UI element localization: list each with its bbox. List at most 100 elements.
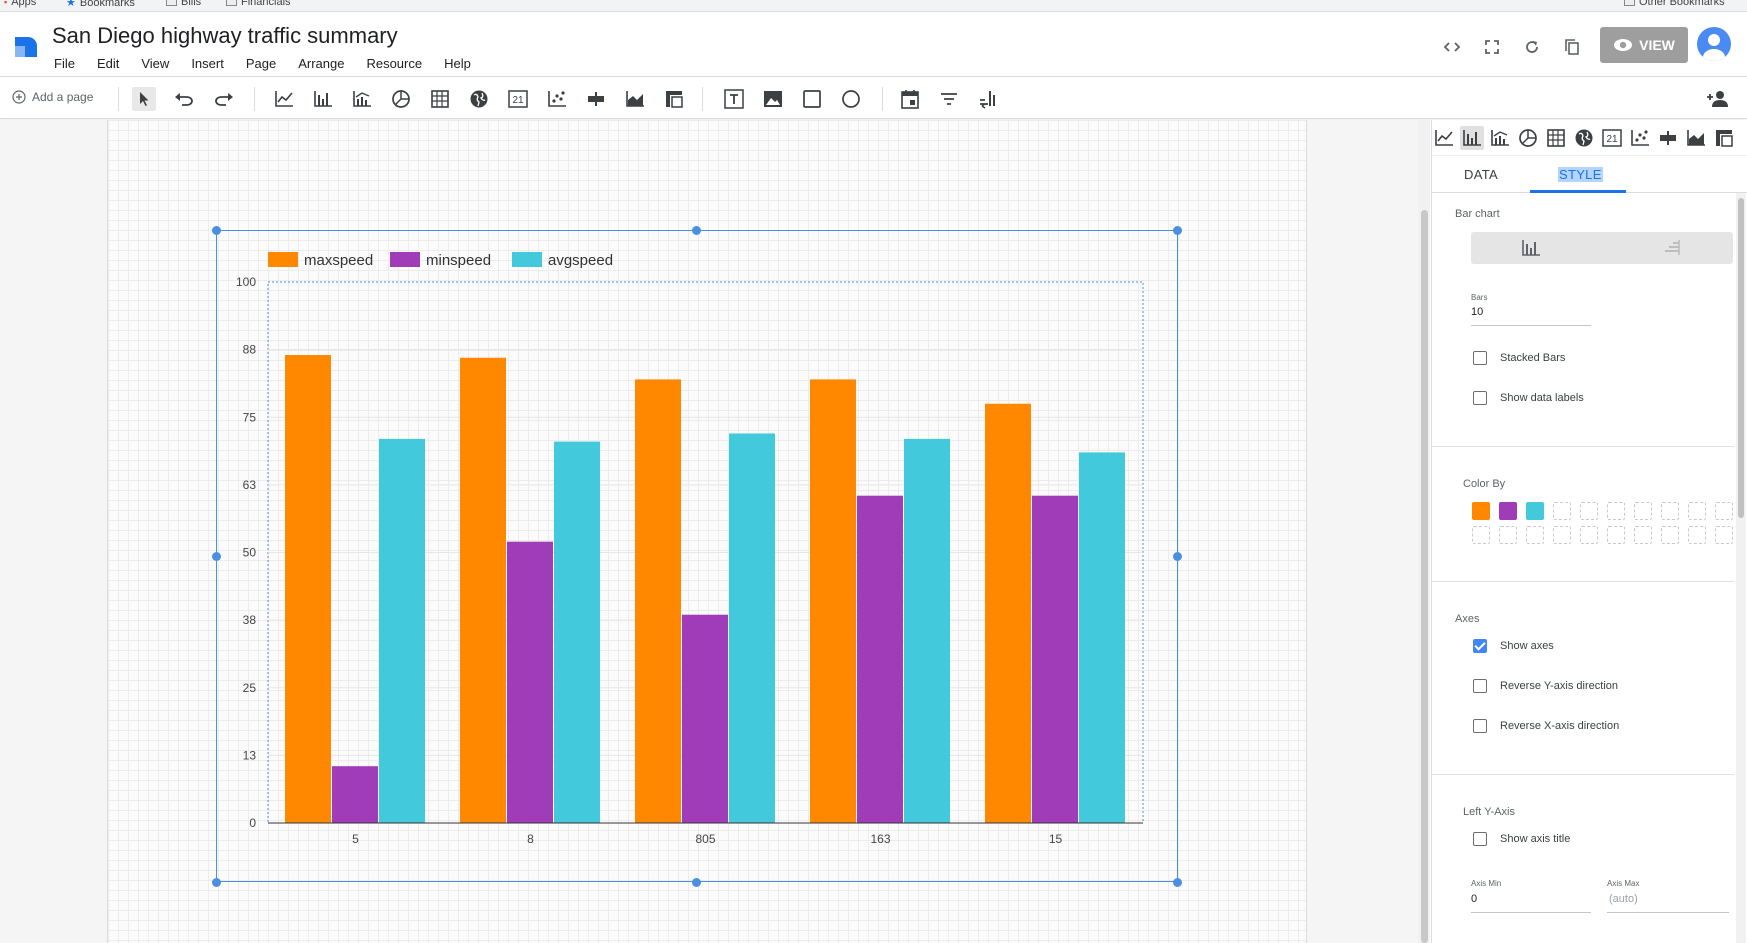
menu-arrange[interactable]: Arrange bbox=[298, 56, 345, 71]
show-data-labels-checkbox[interactable] bbox=[1473, 391, 1487, 405]
resize-handle-left[interactable] bbox=[212, 552, 221, 561]
color-swatch[interactable] bbox=[1688, 502, 1706, 520]
bullet-type-icon[interactable] bbox=[1656, 126, 1680, 150]
view-mode-button[interactable]: VIEW bbox=[1600, 27, 1688, 63]
area-type-icon[interactable] bbox=[1684, 126, 1708, 150]
bookmark-bookmarks[interactable]: ★ Bookmarks bbox=[66, 0, 135, 9]
color-swatch[interactable] bbox=[1634, 502, 1652, 520]
report-title[interactable]: San Diego highway traffic summary bbox=[52, 23, 398, 48]
bar-type-icon[interactable] bbox=[1460, 126, 1484, 150]
color-swatch[interactable] bbox=[1553, 502, 1571, 520]
vertical-bars-icon[interactable] bbox=[1521, 239, 1541, 262]
panel-scrollbar-thumb[interactable] bbox=[1738, 198, 1744, 518]
bar-chart[interactable]: 0 13 25 38 50 63 75 88 100 5 8 805 163 15 maxspeed mins… bbox=[216, 230, 1178, 882]
bar-avgspeed[interactable] bbox=[379, 438, 425, 823]
menu-resource[interactable]: Resource bbox=[366, 56, 423, 71]
color-swatch[interactable] bbox=[1715, 526, 1733, 544]
bar-avgspeed[interactable] bbox=[1079, 452, 1125, 823]
color-swatch[interactable] bbox=[1553, 526, 1571, 544]
canvas-scrollbar-thumb[interactable] bbox=[1421, 210, 1428, 943]
menu-help[interactable]: Help bbox=[444, 56, 471, 71]
pie-chart-icon[interactable] bbox=[389, 87, 413, 111]
user-avatar[interactable] bbox=[1697, 27, 1731, 61]
stacked-bars-checkbox[interactable] bbox=[1473, 351, 1487, 365]
color-swatch[interactable] bbox=[1607, 526, 1625, 544]
table-icon[interactable] bbox=[428, 87, 452, 111]
axis-min-input[interactable]: 0 bbox=[1471, 893, 1478, 905]
color-swatch[interactable] bbox=[1526, 502, 1544, 520]
filter-control-icon[interactable] bbox=[937, 87, 961, 111]
scatter-chart-icon[interactable] bbox=[545, 87, 569, 111]
bar-minspeed[interactable] bbox=[857, 495, 903, 823]
color-swatch[interactable] bbox=[1526, 526, 1544, 544]
resize-handle-top-right[interactable] bbox=[1173, 226, 1182, 235]
text-tool-icon[interactable] bbox=[722, 87, 746, 111]
color-swatch[interactable] bbox=[1661, 502, 1679, 520]
color-swatch[interactable] bbox=[1580, 502, 1598, 520]
bookmark-financials[interactable]: Financials bbox=[226, 0, 291, 8]
bar-avgspeed[interactable] bbox=[554, 441, 600, 823]
rectangle-tool-icon[interactable] bbox=[800, 87, 824, 111]
color-swatch[interactable] bbox=[1661, 526, 1679, 544]
color-swatch[interactable] bbox=[1472, 502, 1490, 520]
tab-style[interactable]: STYLE bbox=[1558, 167, 1603, 182]
bullet-chart-icon[interactable] bbox=[584, 87, 608, 111]
undo-icon[interactable] bbox=[172, 87, 196, 111]
bar-maxspeed[interactable] bbox=[810, 379, 856, 823]
bar-avgspeed[interactable] bbox=[729, 433, 775, 823]
bar-minspeed[interactable] bbox=[332, 766, 378, 823]
share-add-person-icon[interactable] bbox=[1706, 87, 1730, 111]
circle-tool-icon[interactable] bbox=[839, 87, 863, 111]
bar-maxspeed[interactable] bbox=[985, 403, 1031, 823]
color-swatch[interactable] bbox=[1499, 526, 1517, 544]
resize-handle-right[interactable] bbox=[1173, 552, 1182, 561]
bar-minspeed[interactable] bbox=[682, 614, 728, 823]
show-axis-title-checkbox[interactable] bbox=[1473, 832, 1487, 846]
refresh-icon[interactable] bbox=[1520, 35, 1544, 59]
copy-report-icon[interactable] bbox=[1560, 35, 1584, 59]
color-swatch[interactable] bbox=[1634, 526, 1652, 544]
bar-avgspeed[interactable] bbox=[904, 438, 950, 823]
resize-handle-top[interactable] bbox=[692, 226, 701, 235]
color-swatch[interactable] bbox=[1715, 502, 1733, 520]
horizontal-bars-icon[interactable] bbox=[1661, 239, 1681, 262]
scorecard-type-icon[interactable]: 21 bbox=[1600, 126, 1624, 150]
menu-view[interactable]: View bbox=[141, 56, 170, 71]
data-control-icon[interactable] bbox=[976, 87, 1000, 111]
show-axes-checkbox[interactable] bbox=[1473, 639, 1487, 653]
time-series-type-icon[interactable] bbox=[1432, 126, 1456, 150]
tab-data[interactable]: DATA bbox=[1464, 167, 1498, 182]
resize-handle-top-left[interactable] bbox=[212, 226, 221, 235]
area-chart-icon[interactable] bbox=[623, 87, 647, 111]
embed-code-icon[interactable] bbox=[1440, 35, 1464, 59]
bookmark-other[interactable]: Other Bookmarks bbox=[1624, 0, 1725, 8]
combo-type-icon[interactable] bbox=[1488, 126, 1512, 150]
table-type-icon[interactable] bbox=[1544, 126, 1568, 150]
time-series-icon[interactable] bbox=[272, 87, 296, 111]
menu-edit[interactable]: Edit bbox=[96, 56, 120, 71]
menu-file[interactable]: File bbox=[54, 56, 75, 71]
combo-chart-icon[interactable] bbox=[350, 87, 374, 111]
bar-maxspeed[interactable] bbox=[285, 355, 331, 823]
bars-input[interactable]: 10 bbox=[1471, 306, 1484, 318]
color-swatch[interactable] bbox=[1499, 502, 1517, 520]
geo-map-icon[interactable] bbox=[467, 87, 491, 111]
color-swatch[interactable] bbox=[1472, 526, 1490, 544]
bookmark-apps[interactable]: ▪ Apps bbox=[4, 0, 36, 8]
color-swatch[interactable] bbox=[1688, 526, 1706, 544]
resize-handle-bottom-right[interactable] bbox=[1173, 878, 1182, 887]
geo-type-icon[interactable] bbox=[1572, 126, 1596, 150]
image-tool-icon[interactable] bbox=[761, 87, 785, 111]
resize-handle-bottom-left[interactable] bbox=[212, 878, 221, 887]
menu-page[interactable]: Page bbox=[245, 56, 277, 71]
pie-type-icon[interactable] bbox=[1516, 126, 1540, 150]
scorecard-icon[interactable]: 21 bbox=[506, 87, 530, 111]
reverse-x-axis-checkbox[interactable] bbox=[1473, 719, 1487, 733]
bar-minspeed[interactable] bbox=[507, 541, 553, 823]
data-studio-logo-icon[interactable] bbox=[11, 33, 39, 61]
fullscreen-icon[interactable] bbox=[1480, 35, 1504, 59]
date-range-icon[interactable] bbox=[898, 87, 922, 111]
pivot-type-icon[interactable] bbox=[1712, 126, 1736, 150]
add-page-button[interactable]: Add a page bbox=[12, 90, 93, 104]
bar-chart-icon[interactable] bbox=[311, 87, 335, 111]
